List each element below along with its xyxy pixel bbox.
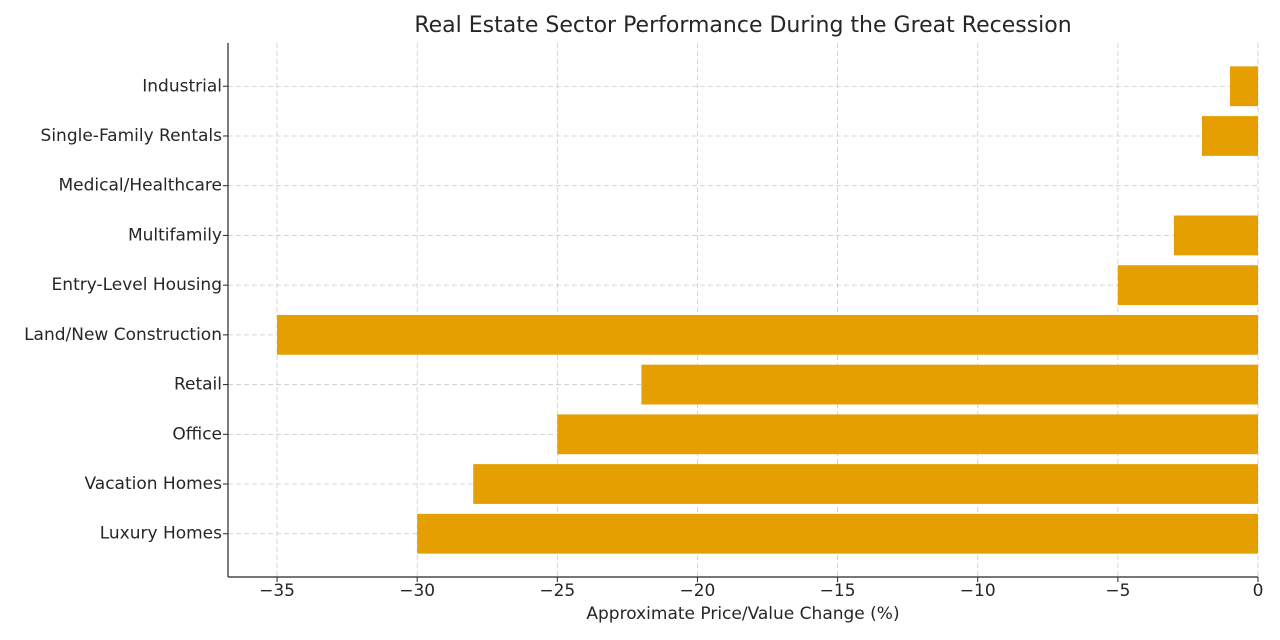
chart-title: Real Estate Sector Performance During th… (414, 13, 1071, 38)
bar (1229, 66, 1258, 107)
y-tick-label: Retail (174, 375, 222, 395)
bar (641, 364, 1258, 405)
bar (473, 464, 1258, 504)
x-tick-label: −25 (539, 581, 575, 601)
y-tick-label: Land/New Construction (24, 325, 222, 345)
x-tick-label: −20 (680, 581, 716, 601)
bar (1173, 215, 1258, 256)
y-tick-label: Entry-Level Housing (52, 275, 222, 295)
x-tick-label: −5 (1105, 581, 1130, 601)
bar (1201, 116, 1258, 156)
x-tick-label: −30 (399, 581, 435, 601)
x-tick-label: −35 (259, 581, 295, 601)
y-tick-label: Vacation Homes (84, 474, 222, 494)
x-tick-label: −10 (960, 581, 996, 601)
bar (1117, 265, 1258, 306)
x-axis-label: Approximate Price/Value Change (%) (586, 604, 899, 624)
bar (557, 414, 1258, 455)
x-tick-label: 0 (1253, 581, 1264, 601)
y-tick-label: Single-Family Rentals (41, 126, 223, 146)
bar (277, 314, 1258, 355)
y-tick-label: Luxury Homes (100, 524, 222, 544)
x-tick-label: −15 (820, 581, 856, 601)
y-tick-label: Industrial (142, 76, 222, 96)
bar (417, 513, 1258, 554)
y-tick-label: Multifamily (128, 225, 222, 245)
y-tick-label: Office (172, 424, 222, 444)
y-tick-label: Medical/Healthcare (58, 176, 222, 196)
